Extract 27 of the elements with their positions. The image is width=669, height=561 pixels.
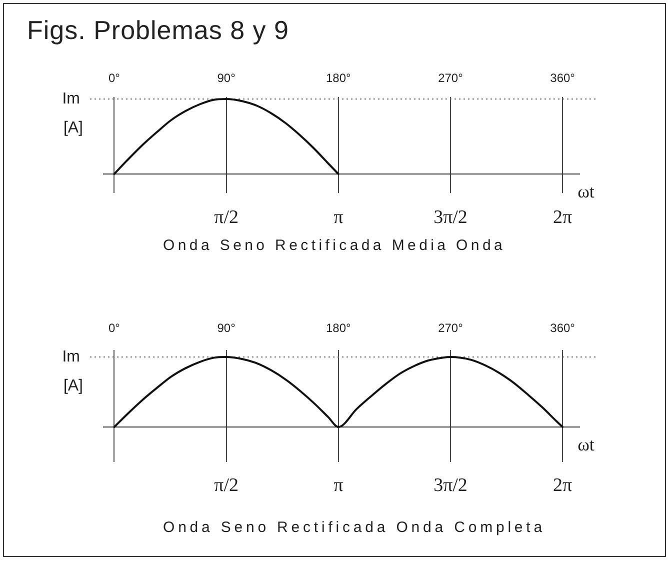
x2-tick-label: 180° bbox=[326, 321, 351, 336]
x-tick-label: π bbox=[334, 474, 344, 496]
y-axis-title: [A] bbox=[63, 119, 83, 136]
text: Onda Seno Rectificada Onda Completa bbox=[163, 519, 546, 536]
text: Onda Seno Rectificada Media Onda bbox=[163, 237, 506, 254]
x2-tick-label: 0° bbox=[108, 321, 120, 336]
x-tick-label: π bbox=[334, 206, 344, 228]
x-tick-label: 3π/2 bbox=[434, 206, 468, 228]
x-axis-title: ωt bbox=[578, 182, 594, 202]
x-tick-label: π/2 bbox=[214, 474, 238, 496]
text: Figs. Problemas 8 y 9 bbox=[27, 15, 289, 45]
x2-tick-label: 0° bbox=[108, 71, 120, 86]
x2-tick-label: 180° bbox=[326, 71, 351, 86]
x2-tick-label: 270° bbox=[438, 71, 464, 86]
ref-line-label: Im bbox=[62, 348, 80, 366]
ref-line-label: Im bbox=[62, 90, 80, 108]
x-tick-label: 3π/2 bbox=[434, 474, 468, 496]
x2-tick-label: 360° bbox=[550, 321, 576, 336]
x2-tick-label: 270° bbox=[438, 321, 464, 336]
x-tick-label: 2π bbox=[553, 206, 573, 228]
x2-tick-label: 90° bbox=[217, 71, 236, 86]
y-axis-title: [A] bbox=[63, 377, 83, 394]
x2-tick-label: 90° bbox=[217, 321, 236, 336]
x-axis-title: ωt bbox=[578, 434, 594, 455]
x-tick-label: π/2 bbox=[214, 206, 238, 228]
x2-tick-label: 360° bbox=[550, 71, 576, 86]
x-tick-label: 2π bbox=[553, 474, 573, 496]
